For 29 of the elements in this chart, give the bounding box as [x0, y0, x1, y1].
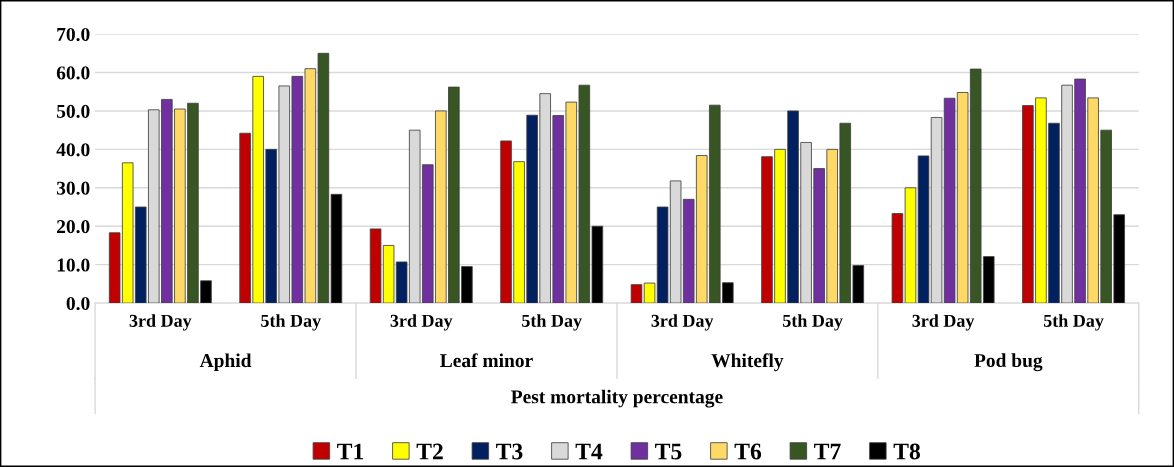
- legend-label: T8: [893, 443, 920, 460]
- text: Whitefly: [711, 353, 784, 372]
- y-tick-label: 40.0: [56, 143, 90, 157]
- y-tick-label: 10.0: [57, 258, 90, 272]
- legend-label: T4: [575, 443, 603, 460]
- legend-label: T5: [655, 443, 682, 460]
- legend-label: T6: [734, 443, 762, 460]
- y-tick-label: 30.0: [56, 181, 90, 195]
- y-tick-label: 0.0: [66, 296, 90, 311]
- x-tick-label: 3rd Day: [390, 314, 453, 331]
- x-tick-label: 3rd Day: [651, 314, 714, 331]
- y-tick-label: 20.0: [57, 220, 90, 234]
- x-axis-title: Pest mortality percentage: [511, 389, 723, 408]
- y-tick-label: 60.0: [56, 66, 90, 80]
- text: Aphid: [199, 353, 252, 372]
- text: Pod bug: [974, 353, 1043, 372]
- y-tick-label: 70.0: [57, 27, 90, 42]
- legend-label: T1: [337, 443, 364, 460]
- text: Leaf minor: [440, 353, 533, 368]
- x-tick-label: 3rd Day: [912, 314, 975, 331]
- y-tick-label: 50.0: [56, 104, 90, 118]
- x-tick-label: 5th Day: [1043, 314, 1104, 331]
- legend-label: T2: [416, 443, 443, 460]
- legend-label: T3: [496, 443, 523, 460]
- x-tick-label: 3rd Day: [129, 314, 192, 331]
- x-tick-label: 5th Day: [783, 314, 843, 331]
- x-tick-label: 5th Day: [522, 314, 582, 331]
- x-tick-label: 5th Day: [261, 314, 321, 331]
- legend-label: T7: [814, 443, 841, 460]
